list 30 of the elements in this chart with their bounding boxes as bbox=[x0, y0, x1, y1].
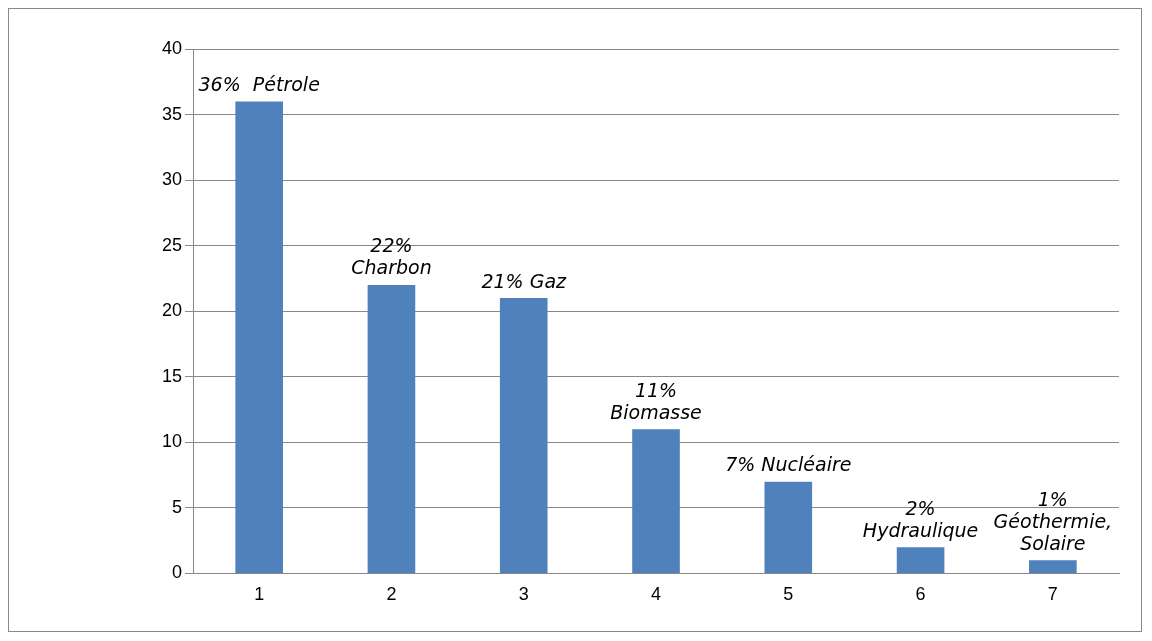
x-tick-label: 4 bbox=[651, 584, 662, 605]
x-tick-label: 3 bbox=[518, 584, 529, 605]
y-tick-label: 40 bbox=[161, 37, 183, 58]
data-label: 21% Gaz bbox=[481, 269, 568, 292]
x-tick-label: 7 bbox=[1047, 584, 1058, 605]
y-tick-label: 0 bbox=[172, 562, 183, 583]
y-tick-label: 35 bbox=[161, 103, 183, 124]
bar bbox=[499, 298, 548, 573]
y-tick-label: 10 bbox=[161, 431, 183, 452]
bar bbox=[632, 429, 680, 573]
bar bbox=[764, 481, 813, 573]
data-label: 1% Géothermie, Solaire bbox=[993, 487, 1113, 554]
data-label: 36% Pétrole bbox=[198, 72, 320, 95]
x-tick-label: 2 bbox=[386, 584, 397, 605]
data-label: 11% Biomasse bbox=[610, 378, 702, 423]
y-tick-label: 15 bbox=[161, 365, 183, 386]
y-tick-label: 5 bbox=[172, 496, 183, 517]
y-tick-label: 25 bbox=[161, 234, 183, 255]
x-tick-label: 1 bbox=[254, 584, 265, 605]
data-label: 7% Nucléaire bbox=[725, 453, 852, 476]
bar bbox=[235, 101, 283, 573]
x-tick-label: 6 bbox=[915, 584, 926, 605]
y-tick-label: 20 bbox=[161, 300, 183, 321]
bar bbox=[367, 284, 416, 573]
data-label: 2% Hydraulique bbox=[862, 496, 979, 541]
y-tick-label: 30 bbox=[161, 169, 183, 190]
bar bbox=[896, 547, 945, 573]
x-tick-label: 5 bbox=[783, 584, 794, 605]
data-label: 22% Charbon bbox=[351, 234, 432, 279]
bar bbox=[1029, 560, 1077, 573]
